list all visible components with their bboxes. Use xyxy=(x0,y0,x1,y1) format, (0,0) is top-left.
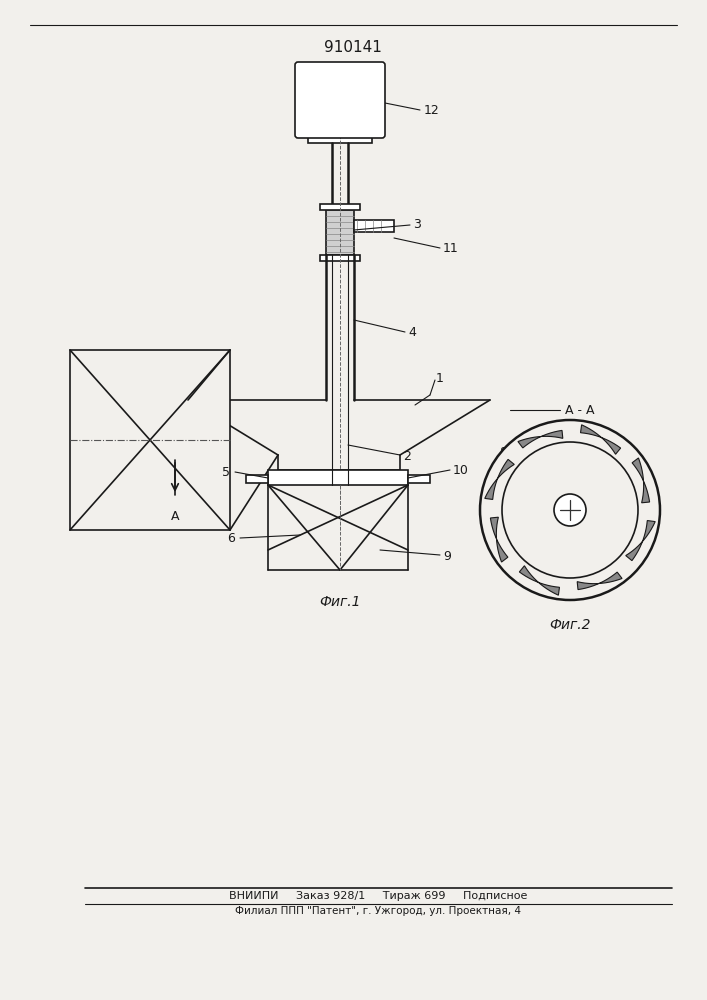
Text: 1: 1 xyxy=(436,371,444,384)
Text: Филиал ППП "Патент", г. Ужгород, ул. Проектная, 4: Филиал ППП "Патент", г. Ужгород, ул. Про… xyxy=(235,906,521,916)
Polygon shape xyxy=(632,458,650,503)
Polygon shape xyxy=(626,521,655,561)
Bar xyxy=(268,470,408,485)
Bar xyxy=(320,204,360,210)
Circle shape xyxy=(480,420,660,600)
Bar xyxy=(308,135,372,143)
Text: Фиг.1: Фиг.1 xyxy=(320,595,361,609)
Text: 2: 2 xyxy=(403,450,411,462)
Text: ВНИИПИ     Заказ 928/1     Тираж 699     Подписное: ВНИИПИ Заказ 928/1 Тираж 699 Подписное xyxy=(229,891,527,901)
FancyBboxPatch shape xyxy=(295,62,385,138)
Polygon shape xyxy=(520,566,559,595)
Polygon shape xyxy=(491,517,508,562)
Bar xyxy=(70,350,230,530)
Text: А: А xyxy=(496,510,504,523)
Text: 10: 10 xyxy=(453,464,469,477)
Circle shape xyxy=(502,442,638,578)
Text: 9: 9 xyxy=(443,550,451,562)
Text: А - А: А - А xyxy=(565,403,595,416)
Text: 3: 3 xyxy=(413,219,421,232)
Text: Фиг.2: Фиг.2 xyxy=(549,618,591,632)
Text: 910141: 910141 xyxy=(324,40,382,55)
Polygon shape xyxy=(485,459,514,499)
Polygon shape xyxy=(577,572,622,590)
Text: 12: 12 xyxy=(424,104,440,116)
Text: 6: 6 xyxy=(227,532,235,544)
Text: 7: 7 xyxy=(504,476,512,488)
Text: А: А xyxy=(171,510,180,523)
Bar xyxy=(246,475,268,483)
Text: 8: 8 xyxy=(499,446,507,458)
Polygon shape xyxy=(580,425,621,454)
Bar xyxy=(408,475,430,483)
Text: 5: 5 xyxy=(222,466,230,479)
Text: 11: 11 xyxy=(443,242,459,255)
Bar xyxy=(320,255,360,261)
Bar xyxy=(326,210,354,255)
Bar xyxy=(354,220,394,232)
Polygon shape xyxy=(518,430,563,448)
Circle shape xyxy=(554,494,586,526)
Text: 4: 4 xyxy=(408,326,416,340)
